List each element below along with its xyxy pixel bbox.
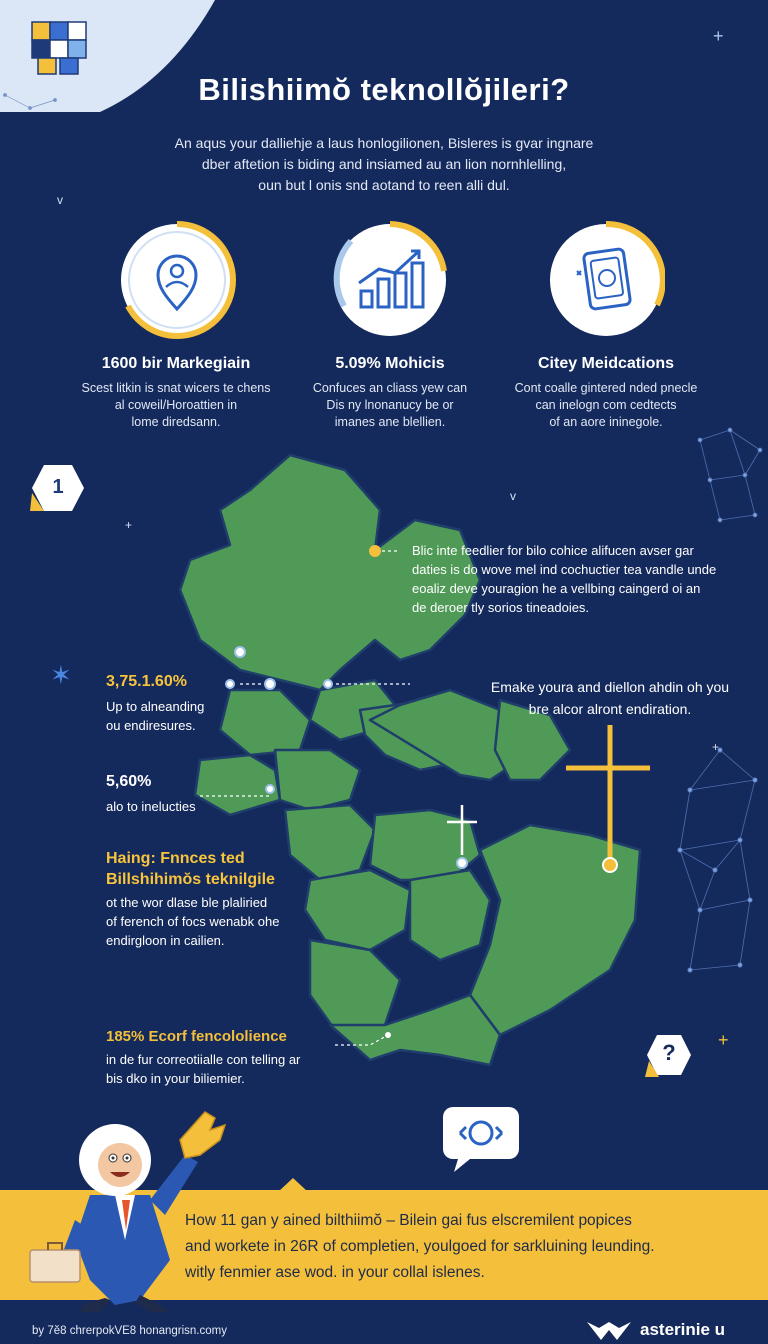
annotation-left3: ot the wor dlase ble plaliried of ferenc… xyxy=(106,893,279,950)
annotation-line: ou endiresures. xyxy=(106,718,196,733)
star-icon: ✶ xyxy=(50,660,72,690)
connector-line xyxy=(335,1032,391,1046)
intro-line: dber aftetion is biding and insiamed au … xyxy=(201,156,567,172)
question-badge-icon xyxy=(645,1035,691,1077)
annotation-line: bis dko in your biliemier. xyxy=(106,1071,245,1086)
annotation-line: of ferench of focs wenabk ohe xyxy=(106,914,280,929)
annotation-line: ot the wor dlase ble plaliried xyxy=(106,895,268,910)
stat-desc-line: Cont coalle gintered nded pnecle xyxy=(514,381,698,395)
annotation-line: Emake youra and diellon ahdin oh you xyxy=(490,679,730,695)
annotation-line: eoaliz deve youragion he a vellbing cain… xyxy=(412,581,701,596)
network-decoration xyxy=(697,427,763,523)
footer-brand: asterinie u xyxy=(640,1320,726,1339)
page-title: Bilishiimŏ teknollŏjileri? xyxy=(198,72,570,107)
bird-icon: v xyxy=(57,193,63,207)
annotation-left1: Up to alneanding ou endiresures. xyxy=(106,697,204,735)
banner-notch xyxy=(278,1178,308,1192)
annotation-left4: in de fur correotiialle con telling ar b… xyxy=(106,1050,300,1088)
bar-chart-growth-icon xyxy=(333,221,447,336)
stat-value: 5,60% xyxy=(106,773,152,790)
banner-text: How 11 gan y ained bilthiimŏ – Bilein ga… xyxy=(185,1208,745,1286)
annotation-left4-value: 185% Ecorf fencololience xyxy=(106,1028,287,1045)
annotation-mid-right: Emake youra and diellon ahdin oh you bre… xyxy=(470,676,750,720)
banner-line: How 11 gan y ained bilthiimŏ – Bilein ga… xyxy=(185,1212,632,1229)
stat-desc-line: can inelogn com cedtects xyxy=(535,398,677,412)
stat-value: 185% Ecorf fencololience xyxy=(106,1028,287,1045)
question-mark: ? xyxy=(662,1040,676,1065)
annotation-line: bre alcor alront endiration. xyxy=(528,701,692,717)
annotation-top-right: Blic inte feedlier for bilo cohice alifu… xyxy=(412,541,742,617)
sparkle-icon: + xyxy=(712,740,720,754)
annotation-line: de deroer tly sorios tineadoies. xyxy=(412,600,590,615)
annotation-left2: alo to inelucties xyxy=(106,799,196,814)
footer-logo-icon xyxy=(587,1322,631,1340)
annotation-heading-line: Billshihimŏs teknilgile xyxy=(106,871,275,888)
annotation-line: endirgloon in cailien. xyxy=(106,933,225,948)
tablet-document-icon xyxy=(550,221,665,336)
annotation-line: in de fur correotiialle con telling ar xyxy=(106,1052,301,1067)
intro-line: An aqus your dalliehje a laus honlogilio… xyxy=(174,135,594,151)
intro-line: oun but l onis snd aotand to reen alli d… xyxy=(258,177,510,193)
stat-desc: Confuces an cliass yew can Dis ny lnonan… xyxy=(280,380,500,431)
number-badge-icon xyxy=(30,465,84,511)
sparkle-icon: + xyxy=(713,26,724,46)
annotation-line: daties is do wove mel ind cochuctier tea… xyxy=(412,562,717,577)
bird-icon: v xyxy=(510,489,516,503)
annotation-line: Blic inte feedlier for bilo cohice alifu… xyxy=(412,543,694,558)
stat-desc-line: lome diredsann. xyxy=(131,415,221,429)
region-map xyxy=(178,453,650,1067)
intro-text: An aqus your dalliehje a laus honlogilio… xyxy=(150,133,618,196)
sparkle-icon: + xyxy=(125,518,133,532)
stat-desc-line: imanes ane blellien. xyxy=(334,415,446,429)
stat-desc-line: al coweil/Horoattien in xyxy=(114,398,238,412)
annotation-heading: Haing: Fnnces ted Billshihimŏs teknilgil… xyxy=(106,848,275,890)
stat-title: Citey Meidcations xyxy=(537,355,675,372)
cubes-logo-icon xyxy=(31,21,87,75)
stat-desc: Scest litkin is snat wicers te chens al … xyxy=(66,380,286,431)
professor-character-illustration xyxy=(29,1111,227,1312)
annotation-line: Up to alneanding xyxy=(106,699,205,714)
sparkle-icon: + xyxy=(718,1030,729,1050)
stat-desc: Cont coalle gintered nded pnecle can ine… xyxy=(496,380,716,431)
stat-desc-line: of an aore ininegole. xyxy=(549,415,663,429)
network-decoration xyxy=(677,747,758,973)
stat-title: 1600 bir Markegiain xyxy=(101,355,251,372)
stat-desc-line: Confuces an cliass yew can xyxy=(312,381,468,395)
stat-value: 3,75.1.60% xyxy=(106,673,187,690)
footer-credit: by 7ĕ8 chrerpokVE8 honangrisn.comy xyxy=(32,1325,227,1337)
number-badge-text: 1 xyxy=(52,476,64,498)
annotation-heading-line: Haing: Fnnces ted xyxy=(106,850,245,867)
banner-line: witly fenmier ase wod. in your collal is… xyxy=(185,1264,485,1281)
stat-title: 5.09% Mohicis xyxy=(335,355,445,372)
speech-bubble-icon xyxy=(443,1107,519,1172)
stat-desc-line: Scest litkin is snat wicers te chens xyxy=(81,381,271,395)
person-location-icon xyxy=(121,221,236,339)
banner-line: and workete in 26R of completien, youlgo… xyxy=(185,1238,655,1255)
stat-desc-line: Dis ny lnonanucy be or xyxy=(326,398,454,412)
